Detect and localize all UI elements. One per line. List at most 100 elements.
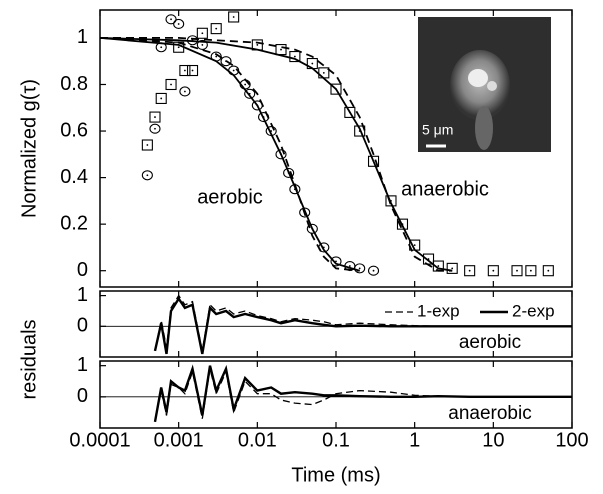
data-point (464, 265, 476, 277)
data-point (396, 218, 409, 230)
y-tick-label: 0.2 (60, 212, 88, 234)
point-center (160, 97, 163, 100)
residual-lines (153, 294, 572, 355)
point-center (177, 46, 180, 49)
point-center (451, 267, 454, 270)
data-point (306, 223, 318, 234)
data-point (525, 265, 537, 277)
point-center (390, 199, 392, 202)
point-center (262, 116, 265, 118)
panel-label: aerobic (459, 332, 521, 353)
point-center (244, 83, 247, 86)
data-point (299, 207, 311, 218)
x-tick-label: 0.001 (154, 429, 204, 451)
x-tick-label: 10 (482, 429, 504, 451)
legend-label: 2-exp (512, 301, 555, 320)
data-point (210, 51, 222, 62)
point-center (183, 90, 186, 93)
point-center (215, 27, 218, 30)
series-label: aerobic (197, 186, 263, 208)
data-point (306, 57, 318, 70)
point-center (170, 18, 172, 21)
data-point (196, 27, 208, 39)
fit-line (100, 37, 453, 272)
point-center (232, 69, 235, 72)
panel-label: anaerobic (448, 403, 531, 424)
data-point (258, 112, 270, 123)
point-center (177, 23, 180, 25)
data-point (542, 265, 554, 277)
point-center (280, 48, 282, 51)
data-point (165, 14, 177, 25)
data-point (149, 111, 161, 123)
data-point (354, 125, 366, 137)
point-center (183, 69, 186, 72)
point-center (280, 153, 282, 156)
point-center (293, 55, 296, 58)
data-point (228, 65, 240, 76)
point-center (225, 60, 227, 63)
data-point (487, 265, 499, 277)
data-point (228, 11, 240, 23)
data-point (186, 64, 199, 77)
data-point (251, 100, 263, 111)
point-center (146, 144, 149, 146)
point-center (311, 62, 314, 65)
data-point (165, 78, 177, 91)
point-center (358, 267, 361, 270)
data-point (155, 92, 167, 105)
point-center (256, 44, 259, 46)
data-point (265, 125, 277, 137)
point-center (154, 127, 156, 130)
data-point (422, 253, 435, 265)
data-point (344, 106, 356, 118)
point-center (311, 227, 314, 230)
point-center (335, 88, 337, 91)
point-center (201, 44, 204, 46)
data-point (220, 56, 232, 67)
point-center (146, 174, 149, 177)
point-center (215, 55, 218, 58)
data-point (173, 18, 185, 30)
y-tick-label: 0.4 (60, 166, 88, 188)
data-point (330, 256, 342, 267)
data-point (367, 155, 380, 167)
data-point (409, 239, 421, 251)
point-center (170, 83, 172, 86)
data-point (318, 67, 330, 79)
y-axis-label: Normalized g(τ) (18, 79, 40, 218)
point-center (232, 16, 235, 18)
point-center (516, 269, 518, 272)
inset-image: 5 μm (418, 17, 551, 152)
data-point (155, 42, 167, 53)
point-center (191, 39, 194, 42)
data-point (196, 39, 208, 50)
legend-label: 1-exp (417, 301, 460, 320)
point-center (529, 269, 532, 272)
x-tick-label: 0.0001 (69, 429, 130, 451)
y-tick-label: 0 (77, 315, 88, 337)
x-axis-label: Time (ms) (291, 464, 380, 486)
data-point (244, 88, 256, 99)
point-center (322, 71, 325, 74)
point-center (547, 269, 550, 272)
data-point (186, 35, 199, 46)
point-center (413, 244, 416, 247)
point-center (372, 269, 375, 272)
fit-line (99, 37, 360, 272)
point-center (256, 104, 259, 107)
data-point (385, 195, 397, 207)
point-center (335, 260, 337, 263)
y-axis-label: residuals (18, 319, 40, 399)
data-point (239, 79, 251, 90)
point-center (201, 32, 204, 35)
point-center (468, 269, 471, 272)
data-point (210, 23, 222, 35)
data-point (173, 41, 185, 53)
data-point (367, 265, 380, 276)
series-label: anaerobic (401, 178, 489, 200)
point-center (154, 116, 156, 118)
point-center (437, 265, 440, 267)
y-tick-label: 0 (77, 259, 88, 281)
